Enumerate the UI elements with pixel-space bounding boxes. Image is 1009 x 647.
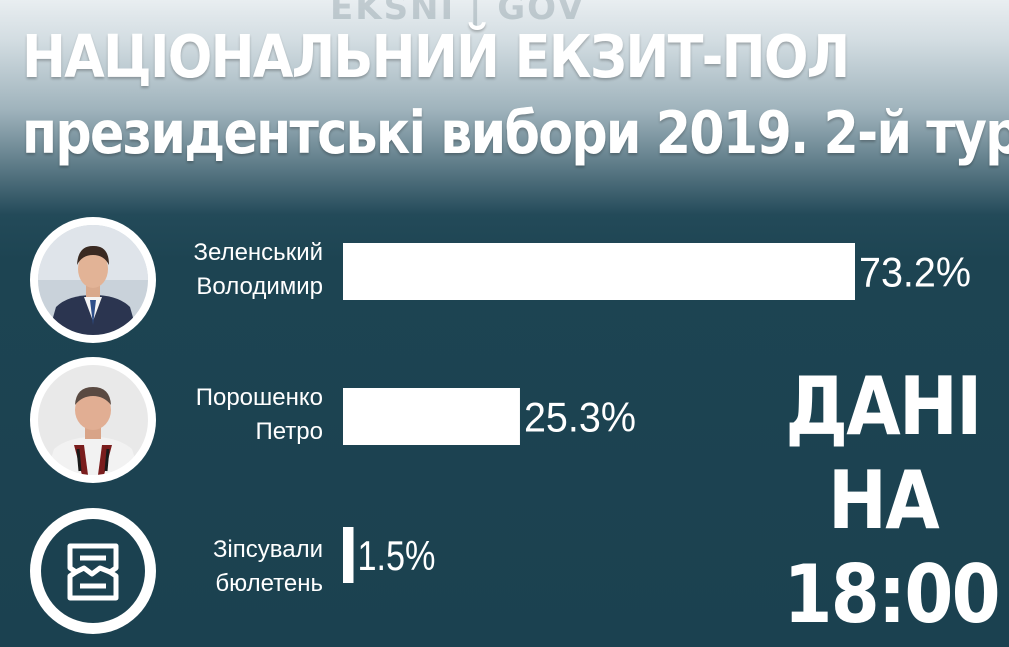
data-time-note: ДАНІ НА 18:00 [783, 360, 1001, 642]
category-label-line: Порошенко [195, 384, 323, 411]
bar-1 [343, 388, 520, 445]
spoiled-ballot-icon [41, 519, 145, 623]
category-label-line: Володимир [196, 273, 323, 300]
chart-title: НАЦІОНАЛЬНИЙ ЕКЗИТ-ПОЛ [22, 22, 850, 91]
poroshenko-portrait-icon [38, 365, 148, 475]
category-label-line: Петро [255, 418, 324, 445]
category-label-zelensky: Зеленський Володимир [194, 236, 323, 304]
category-label-line: Зіпсували [212, 536, 323, 563]
category-label-line: бюлетень [215, 570, 323, 597]
chart-subtitle: президентські вибори 2019. 2-й тур [22, 98, 1009, 167]
watermark: EKSNI | GOV [330, 0, 586, 28]
zelensky-avatar [30, 217, 156, 343]
value-label-0: 73.2% [859, 249, 971, 296]
spoiled-ballot-avatar [30, 508, 156, 634]
bar-0 [343, 243, 855, 300]
category-label-poroshenko: Порошенко Петро [196, 381, 323, 449]
zelensky-portrait-icon [38, 225, 148, 335]
note-line: ДАНІ [785, 360, 982, 453]
value-label-2: 1.5% [357, 532, 435, 579]
poroshenko-avatar [30, 357, 156, 483]
value-label-1: 25.3% [524, 394, 636, 441]
note-line: НА [828, 454, 940, 547]
note-line: 18:00 [783, 548, 1001, 641]
category-label-spoiled: Зіпсували бюлетень [213, 533, 323, 601]
bar-2 [343, 527, 354, 583]
category-label-line: Зеленський [193, 239, 323, 266]
